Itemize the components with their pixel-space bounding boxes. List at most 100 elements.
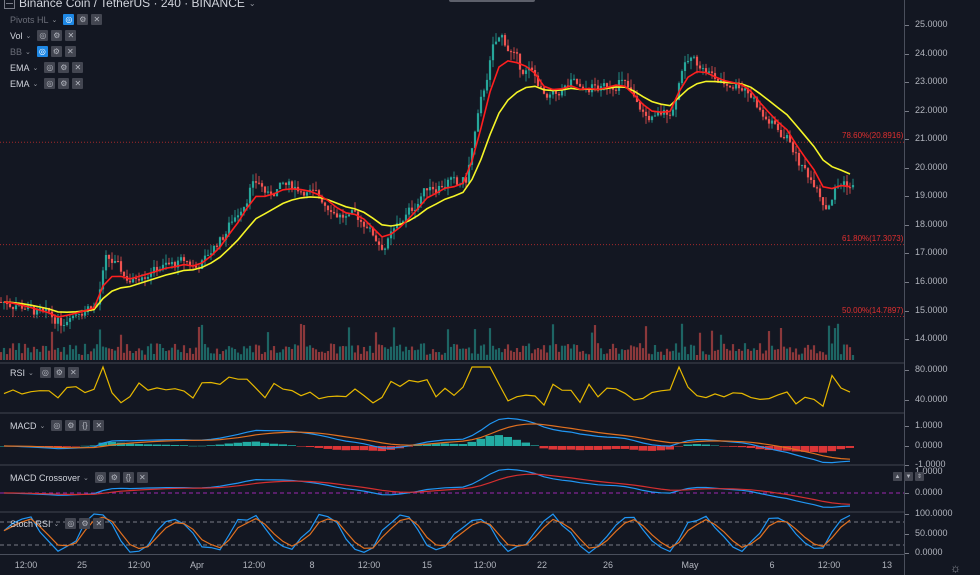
rsi-legend[interactable]: RSI ⌄ ◎ ⚙ ✕ xyxy=(10,367,79,378)
stoch-rsi-label: Stoch RSI xyxy=(10,518,51,529)
pane-buttons: ▲ ▼ ⇕ xyxy=(893,472,924,481)
eye-icon[interactable]: ◎ xyxy=(94,472,106,483)
pane-down-icon[interactable]: ▼ xyxy=(904,472,913,481)
indicator-ema[interactable]: EMA ⌄ ◎ ⚙ ✕ xyxy=(10,62,84,73)
rsi-axis-label: 80.0000 xyxy=(905,364,948,374)
gear-icon[interactable]: ⚙ xyxy=(65,420,77,431)
chevron-down-icon[interactable]: ⌄ xyxy=(39,422,46,430)
gear-icon[interactable]: ⚙ xyxy=(58,78,70,89)
eye-off-icon[interactable]: ◎ xyxy=(36,46,48,57)
pane-divider[interactable] xyxy=(0,464,980,466)
symbol-title[interactable]: Binance Coin / TetherUS · 240 · BINANCE … xyxy=(4,0,256,10)
macd-axis-label: -1.0000 xyxy=(905,459,946,469)
close-icon[interactable]: ✕ xyxy=(67,367,79,378)
source-code-icon[interactable]: {} xyxy=(122,472,134,483)
indicator-ema[interactable]: EMA ⌄ ◎ ⚙ ✕ xyxy=(10,78,84,89)
eye-icon[interactable]: ◎ xyxy=(65,518,77,529)
close-icon[interactable]: ✕ xyxy=(91,14,103,25)
eye-icon[interactable]: ◎ xyxy=(51,420,63,431)
chevron-down-icon[interactable]: ⌄ xyxy=(32,80,39,88)
time-axis-label: 12:00 xyxy=(817,560,841,570)
chart-area[interactable]: Binance Coin / TetherUS · 240 · BINANCE … xyxy=(0,0,904,575)
main-axis-label: 24.0000 xyxy=(905,47,948,58)
main-axis-label: 23.0000 xyxy=(905,76,948,87)
gear-icon[interactable]: ⚙ xyxy=(108,472,120,483)
eye-off-icon[interactable]: ◎ xyxy=(63,14,75,25)
time-axis-label: 15 xyxy=(421,560,433,570)
fib-level-label: 78.60%(20.8916) xyxy=(842,131,904,141)
main-axis-label: 16.0000 xyxy=(905,275,948,286)
main-axis-label: 18.0000 xyxy=(905,218,948,229)
chevron-down-icon[interactable]: ⌄ xyxy=(51,16,58,24)
indicator-label: EMA xyxy=(10,62,30,73)
chevron-down-icon[interactable]: ⌄ xyxy=(83,474,89,482)
scroll-handle[interactable] xyxy=(449,0,535,2)
macd-legend[interactable]: MACD ⌄ ◎ ⚙ {} ✕ xyxy=(10,420,105,431)
price-chart[interactable] xyxy=(0,0,904,575)
macd-crossover-legend[interactable]: MACD Crossover ⌄ ◎ ⚙ {} ✕ xyxy=(10,472,148,483)
source-code-icon[interactable]: {} xyxy=(79,420,91,431)
time-axis-label: 22 xyxy=(536,560,548,570)
macd_crossover-axis-label: 0.0000 xyxy=(905,487,943,497)
gear-icon[interactable]: ⚙ xyxy=(58,62,70,73)
price-axis[interactable]: 25.0000 24.0000 23.0000 22.0000 21.0000 20.00… xyxy=(904,0,980,575)
close-icon[interactable]: ✕ xyxy=(72,78,84,89)
pane-divider[interactable] xyxy=(0,412,980,414)
chevron-down-icon[interactable]: ⌄ xyxy=(32,64,39,72)
chevron-down-icon[interactable]: ⌄ xyxy=(53,520,60,528)
gear-icon[interactable]: ⚙ xyxy=(77,14,89,25)
time-axis-label: 26 xyxy=(602,560,614,570)
time-axis-label: 13 xyxy=(881,560,893,570)
main-axis-label: 14.0000 xyxy=(905,333,948,344)
gear-icon[interactable]: ⚙ xyxy=(51,30,63,41)
eye-icon[interactable]: ◎ xyxy=(44,78,56,89)
main-axis-label: 25.0000 xyxy=(905,19,948,29)
close-icon[interactable]: ✕ xyxy=(72,62,84,73)
eye-icon[interactable]: ◎ xyxy=(44,62,56,73)
pane-maximize-icon[interactable]: ⇕ xyxy=(915,472,924,481)
stoch_rsi-axis-label: 0.0000 xyxy=(905,547,943,557)
eye-icon[interactable]: ◎ xyxy=(37,30,49,41)
time-axis-label: 12:00 xyxy=(127,560,151,570)
pane-divider[interactable] xyxy=(0,511,980,513)
fib-level-label: 50.00%(14.7897) xyxy=(842,305,904,315)
chevron-down-icon[interactable]: ⌄ xyxy=(25,32,32,40)
time-axis-label: 12:00 xyxy=(14,560,38,570)
gear-icon[interactable]: ⚙ xyxy=(53,367,65,378)
indicator-label: Pivots HL xyxy=(10,14,49,25)
close-icon[interactable]: ✕ xyxy=(65,30,77,41)
stoch-rsi-legend[interactable]: Stoch RSI ⌄ ◎ ⚙ ✕ xyxy=(10,518,105,529)
gear-icon[interactable]: ⚙ xyxy=(79,518,91,529)
eye-icon[interactable]: ◎ xyxy=(39,367,51,378)
indicator-vol[interactable]: Vol ⌄ ◎ ⚙ ✕ xyxy=(10,30,77,41)
indicator-bb[interactable]: BB ⌄ ◎ ⚙ ✕ xyxy=(10,46,76,57)
time-axis-label: 12:00 xyxy=(473,560,497,570)
main-axis-label: 17.0000 xyxy=(905,247,948,258)
stoch_rsi-axis-label: 100.0000 xyxy=(905,508,953,518)
macd-crossover-label: MACD Crossover xyxy=(10,472,81,483)
chevron-down-icon[interactable]: ⌄ xyxy=(248,0,256,8)
close-icon[interactable]: ✕ xyxy=(93,420,105,431)
collapse-icon[interactable] xyxy=(4,0,15,9)
indicator-label: EMA xyxy=(10,78,30,89)
indicator-label: BB xyxy=(10,46,23,57)
main-axis-label: 19.0000 xyxy=(905,190,948,201)
macd-axis-label: 1.0000 xyxy=(905,420,943,430)
close-icon[interactable]: ✕ xyxy=(93,518,105,529)
pane-up-icon[interactable]: ▲ xyxy=(893,472,902,481)
chevron-down-icon[interactable]: ⌄ xyxy=(25,48,31,56)
time-axis-label: 12:00 xyxy=(242,560,266,570)
rsi-label: RSI xyxy=(10,367,26,378)
close-icon[interactable]: ✕ xyxy=(64,46,76,57)
indicator-pivots-hl[interactable]: Pivots HL ⌄ ◎ ⚙ ✕ xyxy=(10,14,103,25)
chevron-down-icon[interactable]: ⌄ xyxy=(28,369,34,377)
stoch_rsi-axis-label: 50.0000 xyxy=(905,528,948,538)
gear-icon[interactable]: ⚙ xyxy=(50,46,62,57)
pane-divider[interactable] xyxy=(0,362,980,364)
time-axis-label: 25 xyxy=(76,560,88,570)
settings-gear-icon[interactable]: ☼ xyxy=(950,561,961,575)
rsi-axis-label: 40.0000 xyxy=(905,394,948,404)
fib-level-label: 61.80%(17.3073) xyxy=(842,233,904,243)
close-icon[interactable]: ✕ xyxy=(136,472,148,483)
time-axis-divider xyxy=(0,554,980,555)
